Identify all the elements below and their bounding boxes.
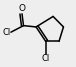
Text: Cl: Cl xyxy=(3,28,11,37)
Text: O: O xyxy=(19,4,26,13)
Text: Cl: Cl xyxy=(42,54,50,64)
